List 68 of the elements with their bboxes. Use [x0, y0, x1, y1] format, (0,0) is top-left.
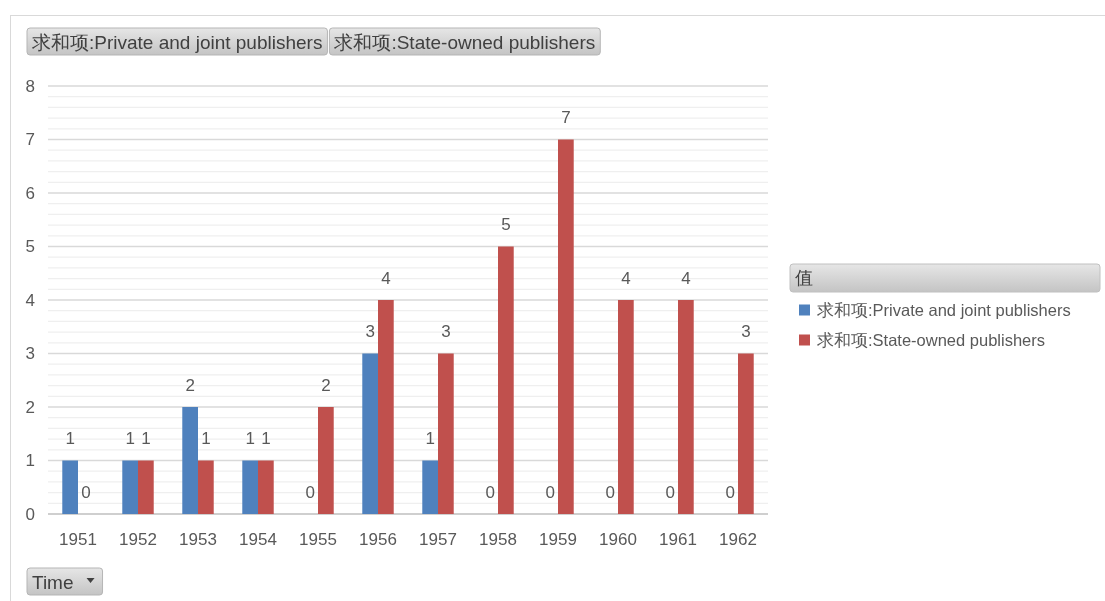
data-label: 0 [545, 482, 555, 502]
y-tick-label: 4 [25, 290, 35, 310]
x-tick-label: 1961 [659, 529, 697, 549]
data-label: 1 [425, 429, 435, 448]
bar [618, 300, 634, 514]
x-tick-label: 1951 [59, 529, 97, 549]
data-label: 0 [725, 482, 735, 502]
bar [738, 353, 754, 514]
x-tick-label: 1958 [479, 529, 517, 549]
x-tick-label: 1962 [719, 529, 757, 549]
text: 求和项:State-owned publishers [334, 32, 596, 53]
data-label: 2 [185, 375, 195, 395]
legend-label: 求和项:Private and joint publishers [817, 301, 1071, 319]
data-label: 3 [741, 322, 751, 341]
data-label: 0 [305, 482, 315, 502]
y-tick-label: 5 [25, 237, 35, 256]
bar [258, 460, 274, 514]
y-tick-label: 0 [25, 504, 35, 524]
data-label: 1 [201, 429, 211, 448]
y-tick-label: 3 [25, 344, 35, 363]
data-label: 2 [321, 375, 331, 395]
y-tick-label: 7 [25, 130, 35, 149]
x-tick-label: 1952 [119, 529, 157, 549]
data-label: 4 [621, 268, 631, 288]
legend-label: 求和项:State-owned publishers [817, 331, 1046, 349]
x-tick-label: 1959 [539, 529, 577, 549]
data-label: 1 [125, 429, 135, 448]
x-tick-label: 1960 [599, 529, 637, 549]
x-tick-label: 1957 [419, 529, 457, 549]
data-label: 0 [605, 482, 615, 502]
data-label: 4 [681, 268, 691, 288]
data-label: 5 [501, 215, 511, 234]
data-label: 0 [81, 482, 91, 502]
y-tick-label: 1 [25, 451, 35, 470]
y-tick-label: 8 [25, 76, 35, 96]
data-label: 1 [245, 429, 255, 448]
bar [318, 407, 334, 514]
x-tick-label: 1953 [179, 529, 217, 549]
bar [242, 460, 258, 514]
data-label: 3 [365, 322, 375, 341]
bar [558, 139, 574, 514]
bar [678, 300, 694, 514]
bar [422, 460, 438, 514]
text: 求和项:Private and joint publishers [32, 32, 323, 53]
data-label: 0 [665, 482, 675, 502]
data-label: 4 [381, 268, 391, 288]
legend-title: 值 [795, 268, 813, 288]
y-tick-label: 2 [25, 397, 35, 417]
x-tick-label: 1955 [299, 529, 337, 549]
bar [182, 407, 198, 514]
data-label: 7 [561, 108, 571, 127]
bar [198, 460, 214, 514]
data-label: 1 [141, 429, 151, 448]
bar [378, 300, 394, 514]
x-tick-label: 1956 [359, 529, 397, 549]
bar [138, 460, 154, 514]
bar [438, 353, 454, 514]
data-label: 1 [65, 429, 75, 448]
bar [498, 246, 514, 514]
x-axis-title: Time [32, 572, 74, 593]
bar [122, 460, 138, 514]
data-label: 1 [261, 429, 271, 448]
x-tick-label: 1954 [239, 529, 277, 549]
bar [362, 353, 378, 514]
data-label: 0 [485, 482, 495, 502]
bar [62, 460, 78, 514]
data-label: 3 [441, 322, 451, 341]
y-tick-label: 6 [25, 183, 35, 203]
